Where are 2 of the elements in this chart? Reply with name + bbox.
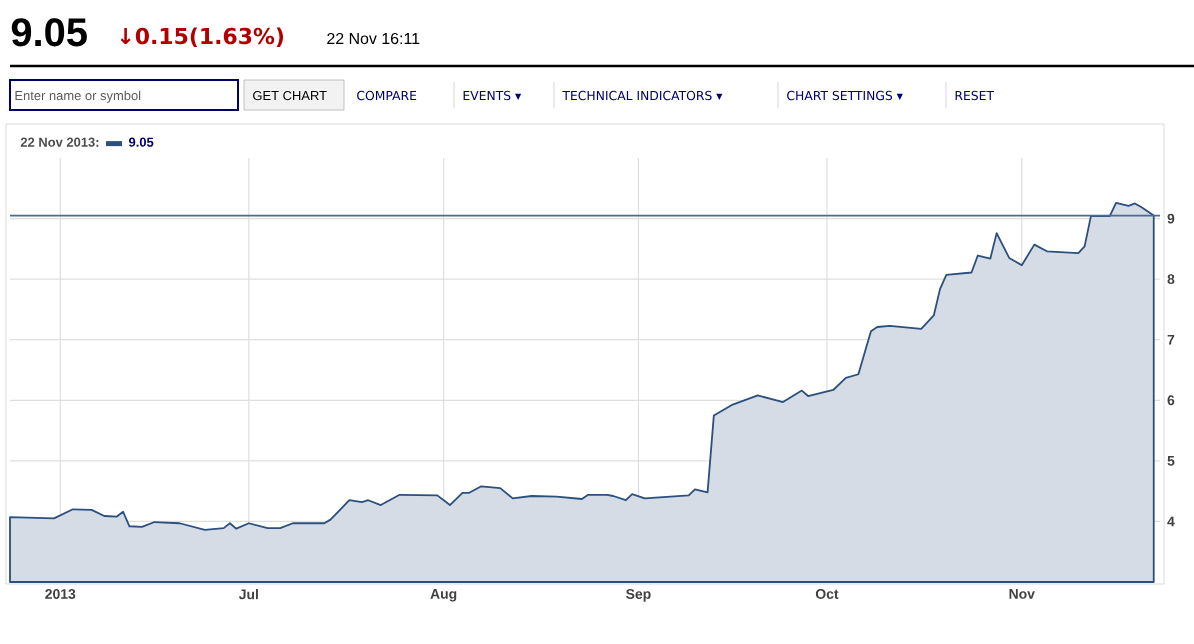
chart-title: 9.05 <box>11 18 87 47</box>
chart-subtitle: ↓0.15(1.63%) <box>120 27 284 47</box>
